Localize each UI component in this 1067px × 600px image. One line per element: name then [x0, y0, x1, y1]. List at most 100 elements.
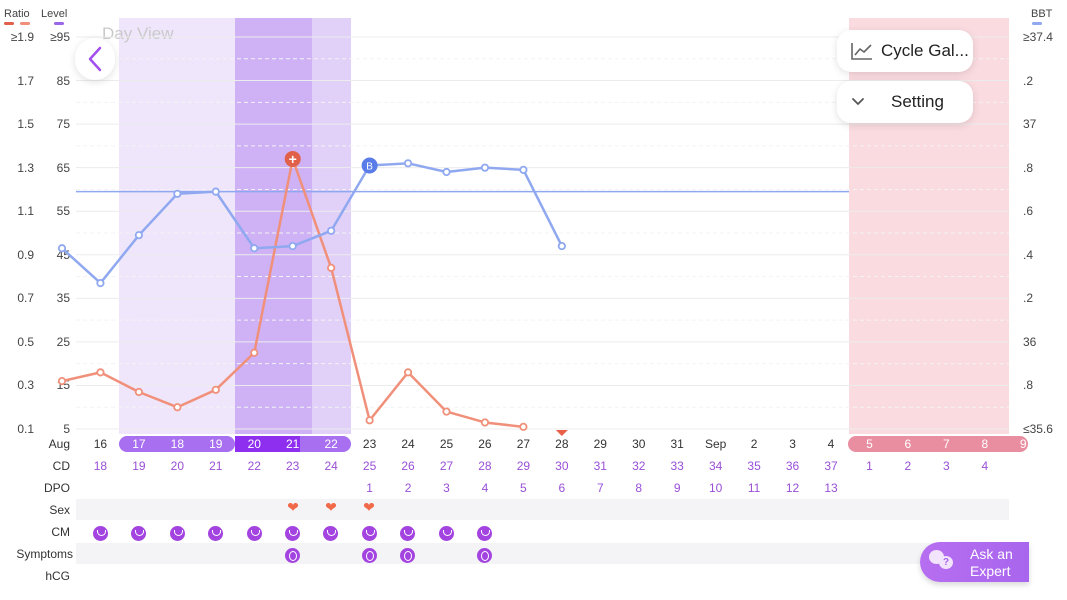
ratio-legend-swatch-2 [20, 22, 30, 25]
date-cell[interactable]: 25 [439, 437, 454, 451]
bbt-tick-label: 37 [1023, 117, 1037, 132]
ask-expert-button[interactable]: ? Ask an Expert [920, 542, 1029, 582]
date-cell[interactable]: 31 [670, 437, 684, 451]
level-tick-label: 55 [56, 204, 70, 219]
ratio-tick-label: 0.5 [17, 334, 34, 349]
cycle-day-cell: 34 [708, 459, 723, 473]
cm-icon[interactable] [477, 526, 492, 541]
cm-icon[interactable] [439, 526, 454, 541]
cycle-day-cell: 31 [593, 459, 607, 473]
chart-series [57, 154, 566, 431]
ratio-tick-label: 0.7 [17, 291, 34, 306]
sex-heart-icon[interactable]: ❤ [325, 499, 337, 515]
bbt-point [173, 189, 182, 198]
cm-icon[interactable] [93, 526, 108, 541]
cycle-day-cell: 26 [401, 459, 415, 473]
chat-bubbles-icon: ? [929, 550, 953, 570]
predicted-period-pill [848, 436, 1028, 452]
date-cell[interactable]: 17 [132, 437, 146, 451]
date-cell[interactable]: 22 [324, 437, 338, 451]
level-tick-label: 85 [56, 73, 70, 88]
ratio-point [480, 418, 490, 427]
ratio-tick-label: 1.5 [17, 117, 34, 132]
dpo-cell: 12 [785, 481, 800, 495]
ovulation-band [235, 18, 312, 434]
chart-badges: B+ [284, 150, 568, 436]
cycle-day-cell: 20 [170, 459, 185, 473]
cycle-day-cell: 24 [324, 459, 338, 473]
cm-icon[interactable] [170, 526, 185, 541]
cd-row-label: CD [52, 459, 70, 473]
sex-heart-icon[interactable]: ❤ [363, 499, 375, 515]
date-cell[interactable]: 6 [904, 437, 912, 451]
date-cell[interactable]: 3 [789, 437, 796, 451]
lh-peak-badge [284, 150, 301, 167]
bbt-point [557, 241, 566, 251]
bbt-line [61, 162, 563, 285]
line-chart-icon [851, 43, 872, 60]
date-cell[interactable]: 21 [286, 437, 300, 451]
date-cell[interactable]: 20 [247, 437, 261, 451]
cm-icon[interactable] [362, 526, 377, 541]
dpo-cell: 2 [404, 481, 412, 495]
sex-row-bg [76, 499, 1009, 520]
back-button[interactable] [75, 38, 115, 80]
ratio-tick-label: 0.3 [17, 378, 34, 393]
dpo-cell: 3 [443, 481, 450, 495]
date-cell[interactable]: 9 [1019, 437, 1027, 451]
date-cell[interactable]: 19 [209, 437, 223, 451]
ratio-point [96, 368, 105, 377]
setting-button[interactable]: Setting [837, 81, 973, 123]
symptom-icon[interactable] [285, 548, 300, 563]
cm-icon[interactable] [323, 526, 338, 541]
cm-icon[interactable] [285, 526, 300, 541]
date-cell[interactable]: 16 [93, 437, 108, 451]
cycle-day-cell: 29 [516, 459, 531, 473]
ratio-tick-label: ≥1.9 [10, 30, 34, 44]
date-cell[interactable]: 28 [555, 437, 569, 451]
ratio-point [57, 376, 67, 386]
cycle-day-cell: 18 [93, 459, 108, 473]
date-cell[interactable]: 30 [632, 437, 646, 451]
date-cell[interactable]: 29 [593, 437, 607, 451]
ratio-point [327, 263, 336, 272]
ask-expert-line2: Expert [970, 563, 1011, 579]
symptom-icon[interactable] [400, 548, 415, 563]
bbt-tick-label: ≤35.6 [1023, 422, 1053, 436]
date-cell[interactable]: 7 [943, 437, 950, 451]
month-label-aug: Aug [48, 437, 70, 451]
ratio-point [250, 348, 259, 357]
bbt-tick-label: 36 [1023, 334, 1037, 349]
cycle-day-cell: 23 [286, 459, 300, 473]
dpo-cell: 4 [481, 481, 489, 495]
symptom-icon[interactable] [362, 548, 377, 563]
cycle-day-cell: 2 [904, 459, 912, 473]
date-cell[interactable]: 27 [516, 437, 531, 451]
cm-icon[interactable] [247, 526, 262, 541]
date-cell[interactable]: 4 [827, 437, 835, 451]
date-cell[interactable]: Sep [704, 437, 727, 451]
date-cell[interactable]: 8 [981, 437, 989, 451]
date-cell[interactable]: 5 [866, 437, 873, 451]
fertile-window-pill [119, 436, 235, 452]
ratio-line [61, 157, 524, 429]
ovulation-badge [361, 157, 378, 174]
dpo-cell: 5 [520, 481, 527, 495]
dpo-cell: 7 [596, 481, 604, 495]
date-cell[interactable]: 24 [401, 437, 415, 451]
date-cell[interactable]: 2 [750, 437, 758, 451]
date-cell[interactable]: 18 [170, 437, 185, 451]
date-cell[interactable]: 26 [478, 437, 492, 451]
date-cell[interactable]: 23 [362, 437, 377, 451]
cm-icon[interactable] [131, 526, 146, 541]
ratio-point [134, 387, 143, 397]
symptom-icon[interactable] [477, 548, 492, 563]
post-ovulation-pill [300, 436, 351, 452]
cycle-day-cell: 36 [785, 459, 800, 473]
fertile-window-band [119, 18, 235, 434]
cm-icon[interactable] [208, 526, 223, 541]
cycle-gallery-button[interactable]: Cycle Gal... [837, 30, 973, 72]
bbt-point [96, 278, 105, 288]
cm-icon[interactable] [400, 526, 415, 541]
sex-heart-icon[interactable]: ❤ [287, 499, 299, 515]
